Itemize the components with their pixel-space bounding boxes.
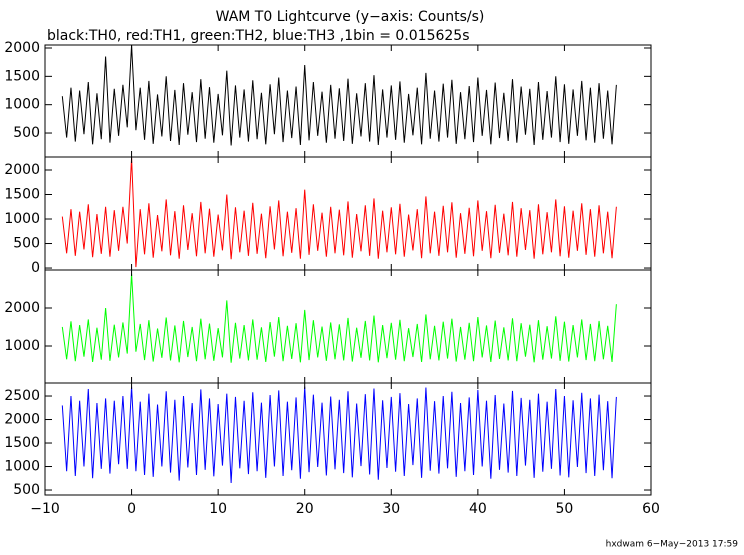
- y-tick-label: 0: [31, 260, 40, 276]
- lightcurve: [61, 273, 617, 363]
- x-tick-label: 0: [127, 501, 136, 517]
- y-tick-label: 1000: [4, 97, 40, 113]
- x-tick-label: −10: [30, 501, 60, 517]
- y-tick-label: 1500: [4, 68, 40, 84]
- x-tick-label: 60: [642, 501, 660, 517]
- panel-frame: [44, 382, 652, 496]
- x-tick-label: 10: [209, 501, 227, 517]
- chart-subtitle: black:TH0, red:TH1, green:TH2, blue:TH3 …: [47, 28, 470, 44]
- y-tick-label: 2000: [4, 412, 40, 428]
- y-tick-label: 2000: [4, 300, 40, 316]
- footer: hxdwam 6−May−2013 17:59: [606, 540, 739, 550]
- y-tick-label: 1500: [4, 187, 40, 203]
- lightcurve: [61, 45, 617, 146]
- x-tick-label: 40: [469, 501, 487, 517]
- y-tick-label: 500: [13, 125, 40, 141]
- y-tick-label: 1000: [4, 338, 40, 354]
- y-tick-label: 1500: [4, 435, 40, 451]
- chart-title: WAM T0 Lightcurve (y−axis: Counts/s): [216, 9, 485, 25]
- y-tick-label: 1000: [4, 459, 40, 475]
- x-tick-label: 50: [556, 501, 574, 517]
- y-tick-label: 2000: [4, 40, 40, 56]
- y-tick-label: 500: [13, 482, 40, 498]
- x-tick-label: 20: [296, 501, 314, 517]
- lightcurve: [61, 157, 617, 268]
- y-tick-label: 2000: [4, 162, 40, 178]
- y-tick-label: 500: [13, 236, 40, 252]
- x-tick-label: 30: [382, 501, 400, 517]
- lightcurve: [61, 386, 617, 483]
- y-tick-label: 1000: [4, 211, 40, 227]
- y-tick-label: 2500: [4, 388, 40, 404]
